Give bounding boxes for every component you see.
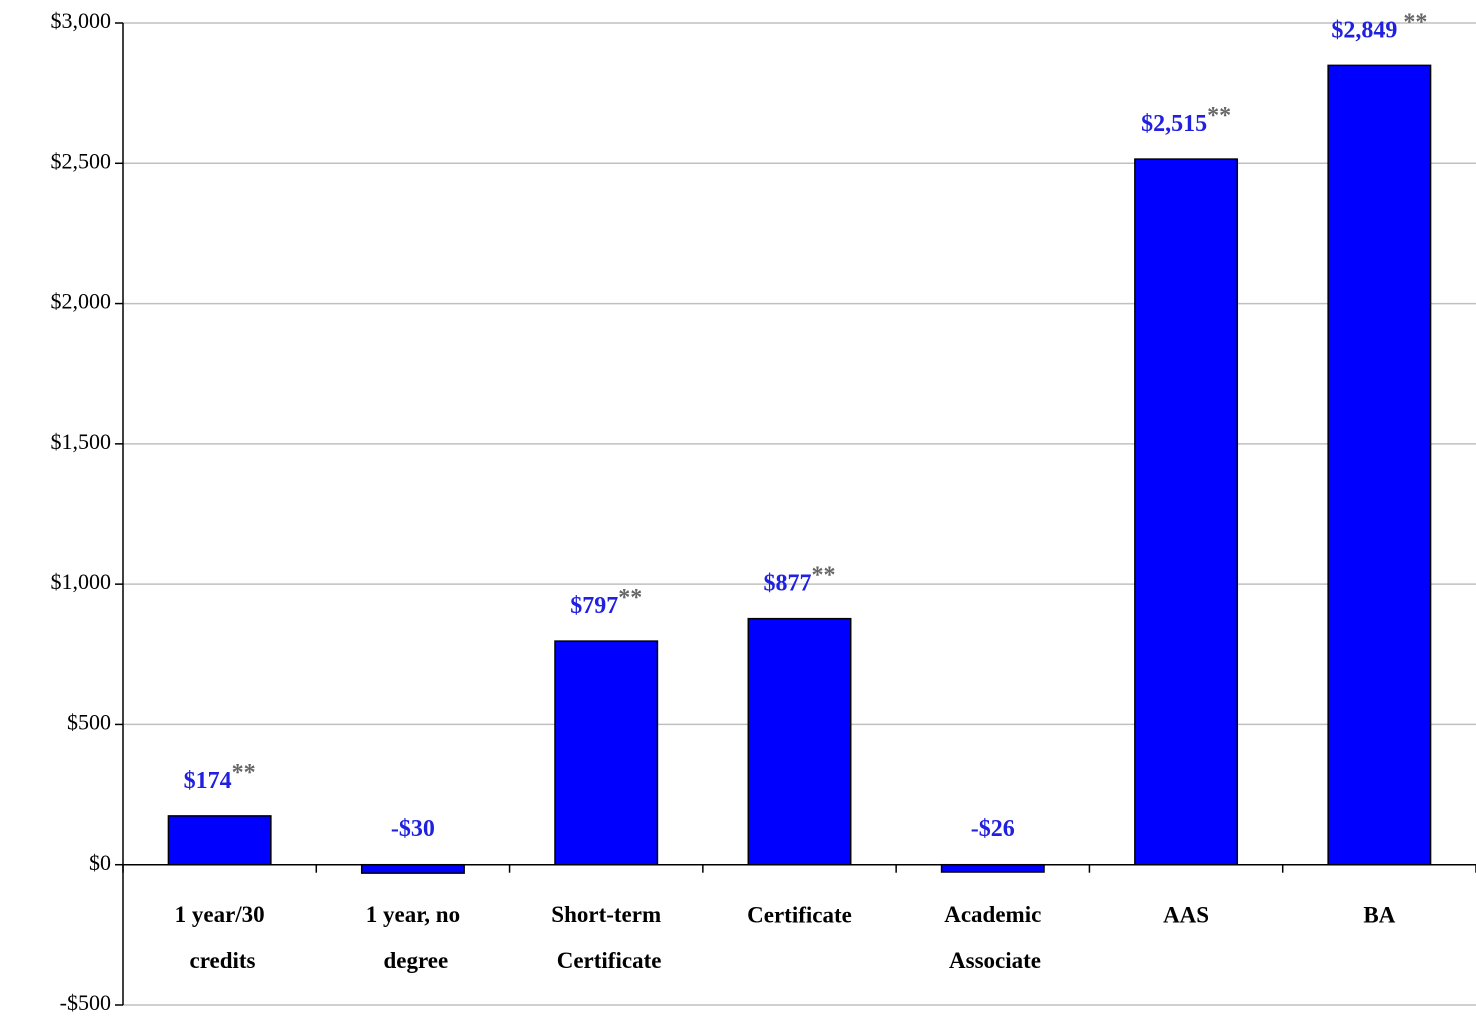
x-tick-label: Certificate	[747, 902, 852, 927]
value-label: $2,849 **	[1331, 9, 1427, 43]
value-label: $797**	[570, 585, 642, 619]
value-label: -$26	[971, 816, 1015, 842]
y-tick-label: -$500	[60, 990, 111, 1015]
value-label: $174**	[184, 759, 256, 793]
y-tick-label: $3,000	[51, 8, 112, 33]
y-tick-label: $1,000	[51, 569, 112, 594]
y-tick-label: $2,000	[51, 289, 112, 314]
x-tick-label: 1 year, no degree	[366, 902, 460, 973]
bar	[167, 815, 272, 866]
y-tick-label: $2,500	[51, 148, 112, 173]
x-tick-label: Academic Associate	[944, 902, 1041, 973]
bar	[940, 863, 1045, 873]
value-label: $2,515**	[1141, 103, 1231, 137]
y-tick-label: $1,500	[51, 429, 112, 454]
bar	[747, 617, 852, 866]
x-tick-label: 1 year/30 credits	[175, 902, 265, 973]
bar	[1134, 158, 1239, 866]
bar	[360, 863, 465, 874]
x-tick-label: BA	[1363, 902, 1395, 927]
bar	[554, 640, 659, 866]
y-tick-label: $0	[89, 850, 111, 875]
bar	[1327, 64, 1432, 866]
y-tick-label: $500	[67, 709, 111, 734]
value-label: $877**	[764, 562, 836, 596]
x-tick-label: AAS	[1163, 902, 1209, 927]
value-label: -$30	[391, 816, 435, 842]
x-tick-label: Short-term Certificate	[551, 902, 661, 973]
